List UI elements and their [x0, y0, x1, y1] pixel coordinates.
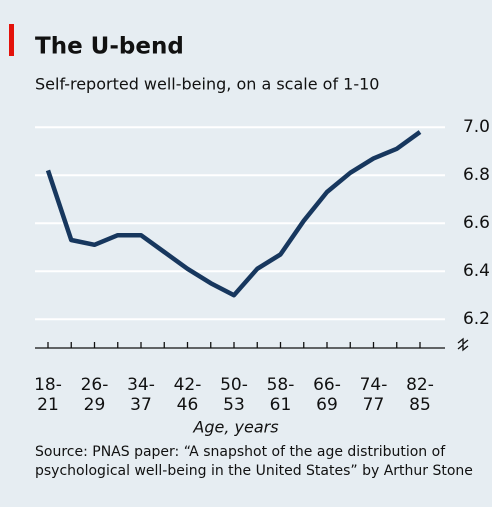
x-tick-label: 82-85: [406, 375, 434, 415]
x-tick-label: 66-69: [313, 375, 341, 415]
x-tick-label: 50-53: [220, 375, 248, 415]
x-axis-label: Age, years: [192, 418, 278, 437]
chart-title: The U-bend: [35, 34, 184, 60]
x-tick-label: 34-37: [127, 375, 155, 415]
y-tick-label: 6.6: [463, 213, 490, 233]
y-tick-label: 7.0: [463, 117, 490, 137]
y-tick-label: 6.8: [463, 165, 490, 185]
x-tick-label: 58-61: [267, 375, 295, 415]
x-tick-label: 42-46: [174, 375, 202, 415]
y-tick-label: 6.4: [463, 261, 490, 281]
x-tick-label: 74-77: [360, 375, 388, 415]
x-tick-label: 18-21: [34, 375, 62, 415]
x-tick-label: 26-29: [81, 375, 109, 415]
data-line: [45, 130, 422, 298]
axis-break: [457, 337, 469, 352]
red-tag: [9, 24, 14, 56]
y-tick-label: 6.2: [463, 309, 490, 329]
source-note: Source: PNAS paper: “A snapshot of the a…: [35, 444, 473, 479]
chart-subtitle: Self-reported well-being, on a scale of …: [35, 75, 379, 94]
